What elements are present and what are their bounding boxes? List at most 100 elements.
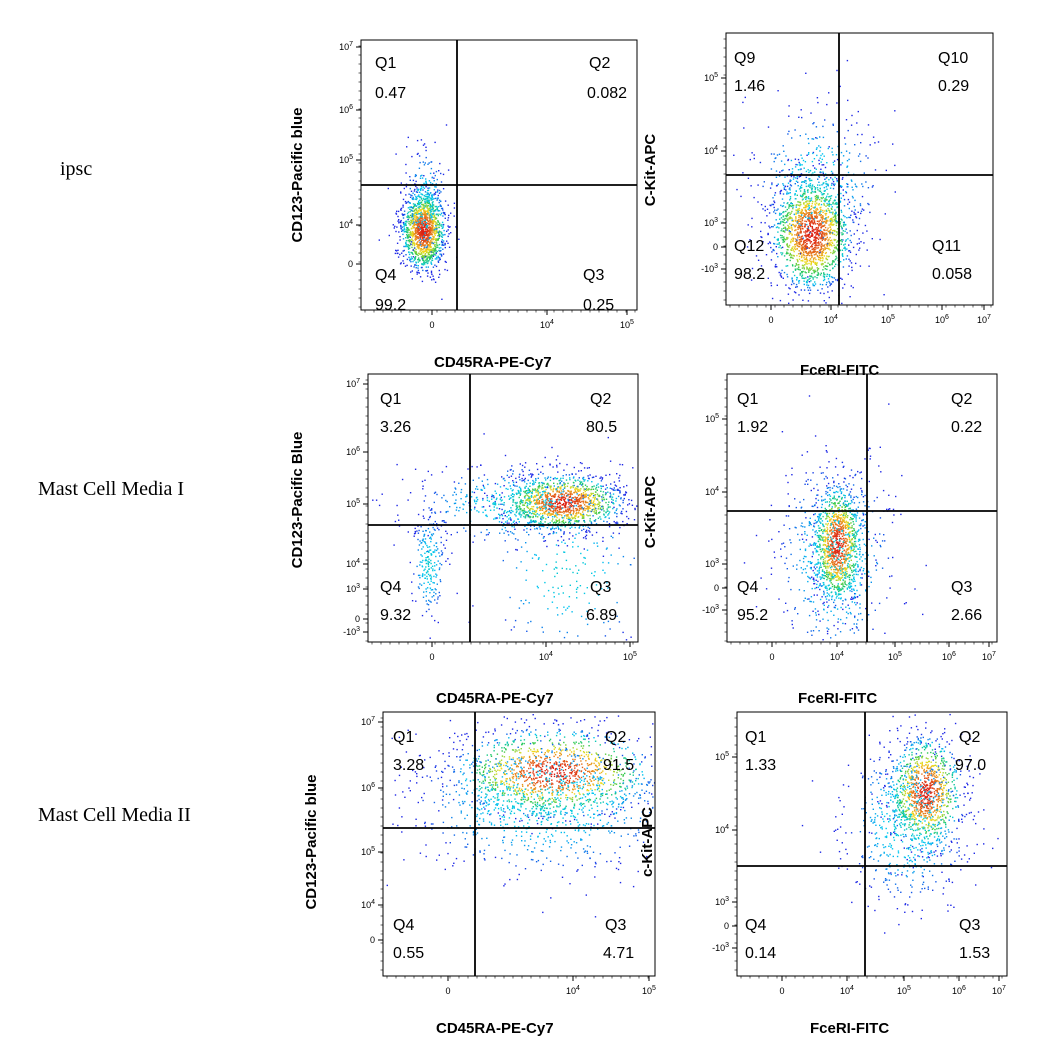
event-dot <box>798 224 800 227</box>
event-dot <box>530 519 532 521</box>
event-dot <box>802 270 804 273</box>
event-dot <box>796 277 798 279</box>
event-dot <box>437 221 440 223</box>
event-dot <box>831 208 833 210</box>
event-dot <box>807 138 809 140</box>
event-dot <box>773 242 775 245</box>
event-dot <box>419 248 422 250</box>
event-dot <box>845 150 848 152</box>
event-dot <box>605 498 608 500</box>
event-dot <box>636 505 638 507</box>
event-dot <box>546 527 549 529</box>
event-dot <box>430 167 433 170</box>
x-tick-label: 107 <box>977 314 991 325</box>
event-dot <box>809 275 811 277</box>
event-dot <box>522 500 524 502</box>
event-dot <box>427 199 429 202</box>
event-dot <box>423 211 425 213</box>
event-dot <box>436 190 439 193</box>
event-dot <box>420 239 423 241</box>
event-dot <box>409 211 411 213</box>
event-dot <box>776 209 778 211</box>
event-dot <box>797 226 799 228</box>
event-dot <box>433 241 436 243</box>
event-dot <box>777 223 779 225</box>
event-dot <box>411 270 413 272</box>
event-dot <box>438 210 441 212</box>
event-dot <box>785 210 787 213</box>
event-dot <box>575 508 578 510</box>
event-dot <box>538 503 541 505</box>
event-dot <box>413 266 415 268</box>
event-dot <box>581 516 584 518</box>
event-dot <box>421 199 424 202</box>
event-dot <box>413 224 415 226</box>
event-dot <box>441 234 443 236</box>
event-dot <box>430 238 433 240</box>
event-dot <box>412 210 414 212</box>
event-dot <box>558 494 560 496</box>
event-dot <box>549 464 551 466</box>
event-dot <box>789 192 791 194</box>
event-dot <box>547 476 549 478</box>
event-dot <box>795 229 797 231</box>
event-dot <box>613 520 615 523</box>
event-dot <box>801 244 803 246</box>
event-dot <box>803 283 805 286</box>
event-dot <box>788 188 790 190</box>
event-dot <box>416 211 418 213</box>
event-dot <box>831 173 834 175</box>
event-dot <box>845 239 847 241</box>
event-dot <box>474 506 476 508</box>
event-dot <box>831 241 833 243</box>
event-dot <box>809 240 811 242</box>
event-dot <box>440 253 442 256</box>
event-dot <box>831 245 833 247</box>
event-dot <box>796 222 799 225</box>
event-dot <box>802 237 804 239</box>
event-dot <box>429 203 431 205</box>
event-dot <box>798 216 800 219</box>
event-dot <box>777 231 779 233</box>
event-dot <box>412 216 414 218</box>
event-dot <box>805 246 807 249</box>
event-dot <box>814 187 817 189</box>
event-dot <box>789 189 791 191</box>
event-dot <box>555 519 557 521</box>
event-dot <box>532 489 535 491</box>
event-dot <box>840 239 843 241</box>
event-dot <box>413 243 416 246</box>
event-dot <box>523 510 525 513</box>
y-tick-label: 103 <box>704 217 718 228</box>
event-dot <box>822 263 824 265</box>
event-dot <box>411 197 413 200</box>
event-dot <box>430 221 432 223</box>
event-dot <box>522 479 525 482</box>
event-dot <box>813 270 815 272</box>
event-dot <box>567 482 569 485</box>
event-dot <box>430 210 433 212</box>
y-tick-label: 105 <box>339 154 353 165</box>
event-dot <box>822 256 824 259</box>
event-dot <box>796 279 798 281</box>
event-dot <box>426 242 428 245</box>
event-dot <box>563 469 565 471</box>
event-dot <box>783 150 785 152</box>
event-dot <box>819 157 821 159</box>
event-dot <box>569 477 571 479</box>
event-dot <box>600 485 603 488</box>
event-dot <box>577 511 580 513</box>
event-dot <box>816 220 819 222</box>
event-dot <box>800 211 802 213</box>
event-dot <box>788 244 791 247</box>
event-dot <box>825 183 827 185</box>
event-dot <box>612 507 614 510</box>
event-dot <box>415 208 418 210</box>
event-dot <box>840 192 842 195</box>
event-dot <box>857 155 860 157</box>
event-dot <box>793 176 795 178</box>
event-dot <box>588 467 590 469</box>
event-dot <box>813 207 815 209</box>
event-dot <box>807 254 809 256</box>
event-dot <box>817 244 819 247</box>
